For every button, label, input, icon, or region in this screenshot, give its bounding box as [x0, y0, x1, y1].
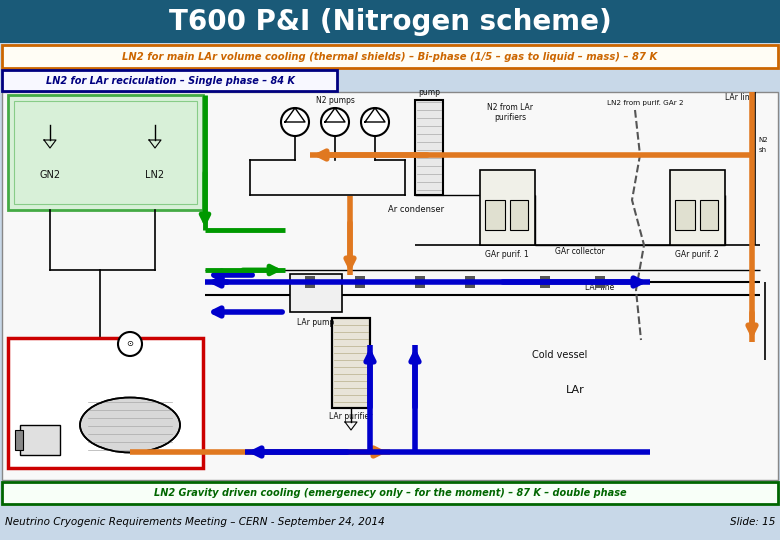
Bar: [332, 318, 370, 408]
Text: Neutrino Cryogenic Requirements Meeting – CERN - September 24, 2014: Neutrino Cryogenic Requirements Meeting …: [5, 517, 385, 527]
Bar: [675, 200, 695, 230]
Text: N2: N2: [758, 137, 768, 143]
Text: LN2 Gravity driven cooling (emergenecy only – for the moment) – 87 K – double ph: LN2 Gravity driven cooling (emergenecy o…: [154, 488, 626, 498]
Bar: [20, 425, 60, 455]
Circle shape: [361, 108, 389, 136]
Text: sh: sh: [759, 147, 767, 153]
Bar: [465, 276, 475, 288]
Text: LAr line: LAr line: [725, 92, 754, 102]
Text: N2 pumps: N2 pumps: [316, 96, 354, 105]
Text: GAr purif. 1: GAr purif. 1: [485, 250, 529, 259]
Bar: [355, 276, 365, 288]
Bar: [2, 482, 778, 504]
Bar: [480, 170, 535, 245]
Circle shape: [118, 332, 142, 356]
Text: LN2 from purif. GAr 2: LN2 from purif. GAr 2: [607, 100, 683, 106]
Bar: [15, 430, 23, 450]
Text: LAr purifier: LAr purifier: [329, 412, 373, 421]
Bar: [305, 276, 315, 288]
Circle shape: [321, 108, 349, 136]
Text: GN2: GN2: [40, 170, 61, 180]
Bar: [8, 95, 203, 210]
Text: LAr: LAr: [566, 385, 584, 395]
Bar: [510, 200, 528, 230]
Text: LN2: LN2: [145, 170, 165, 180]
Bar: [415, 276, 425, 288]
Bar: [2, 45, 778, 68]
Bar: [540, 276, 550, 288]
Text: purifiers: purifiers: [494, 113, 526, 123]
Bar: [2, 92, 778, 480]
Bar: [290, 274, 342, 312]
Ellipse shape: [80, 397, 180, 453]
Text: Slide: 15: Slide: 15: [729, 517, 775, 527]
Bar: [0, 0, 780, 43]
Text: LAr pump: LAr pump: [297, 318, 335, 327]
Text: LN2 for LAr reciculation – Single phase – 84 K: LN2 for LAr reciculation – Single phase …: [45, 76, 294, 85]
Bar: [332, 318, 370, 408]
Text: LN2 for main LAr volume cooling (thermal shields) – Bi-phase (1/5 – gas to liqui: LN2 for main LAr volume cooling (thermal…: [122, 51, 658, 62]
Bar: [595, 276, 605, 288]
Bar: [485, 200, 505, 230]
Bar: [14, 101, 197, 204]
Bar: [8, 338, 203, 468]
Text: N2 from LAr: N2 from LAr: [487, 104, 533, 112]
Text: ⊙: ⊙: [126, 340, 133, 348]
Text: Cold vessel: Cold vessel: [532, 350, 587, 360]
Bar: [670, 170, 725, 245]
Text: LAr line: LAr line: [585, 284, 615, 293]
Text: pump: pump: [418, 88, 440, 97]
Text: GAr purif. 2: GAr purif. 2: [675, 250, 719, 259]
Text: GAr collector: GAr collector: [555, 247, 604, 256]
Text: Ar condenser: Ar condenser: [388, 205, 444, 214]
Text: T600 P&I (Nitrogen scheme): T600 P&I (Nitrogen scheme): [168, 8, 612, 36]
Circle shape: [281, 108, 309, 136]
Bar: [2, 70, 337, 91]
Bar: [415, 100, 443, 195]
Bar: [700, 200, 718, 230]
